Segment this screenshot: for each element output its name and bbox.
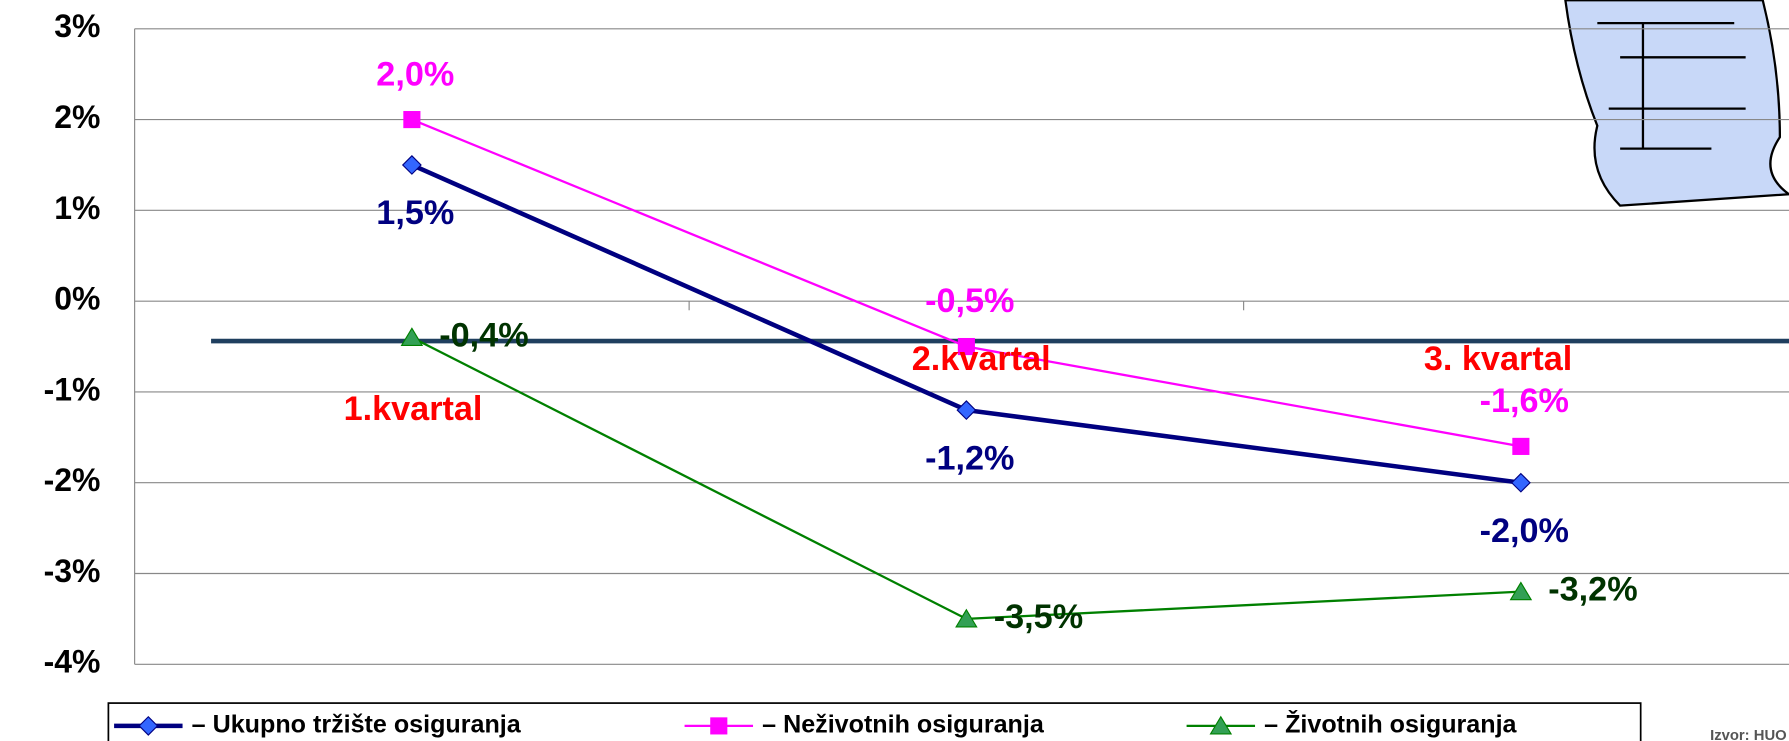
legend-marker: [711, 718, 727, 734]
value-label: -2,0%: [1480, 512, 1569, 550]
series-line: [412, 165, 1521, 483]
category-label: 3. kvartal: [1424, 340, 1572, 378]
y-tick-label: -4%: [44, 644, 101, 680]
source: Izvor: HUO: [1710, 728, 1787, 741]
page: {"chart_data": {"type": "line", "categor…: [0, 0, 1789, 741]
category-label: 2.kvartal: [912, 340, 1051, 378]
value-label: -1,6%: [1480, 382, 1569, 420]
point: [403, 156, 421, 174]
value-label: -0,4%: [439, 317, 528, 355]
value-label: 1,5%: [376, 194, 454, 232]
point: [1512, 474, 1530, 492]
value-label: -1,2%: [925, 439, 1014, 477]
legend-label: – Životnih osiguranja: [1264, 709, 1517, 739]
legend-label: – Neživotnih osiguranja: [762, 711, 1045, 739]
y-tick-label: -1%: [44, 371, 101, 407]
point: [957, 401, 975, 419]
point: [404, 112, 420, 128]
y-tick-label: -3%: [44, 553, 101, 589]
y-tick-label: 3%: [54, 8, 100, 44]
value-label: -3,2%: [1548, 571, 1637, 609]
value-label: -3,5%: [994, 598, 1083, 636]
point: [402, 328, 423, 345]
category-label: 1.kvartal: [344, 390, 483, 428]
clipart: [1565, 0, 1789, 205]
legend-label: – Ukupno tržište osiguranja: [192, 711, 522, 739]
y-tick-label: -2%: [44, 462, 101, 498]
chart: -4% -3% -2% -1% 0% 1% 2% 3% 1,5% -1,2% -2,0% 2,0% -0…: [0, 0, 1789, 741]
value-label: -0,5%: [925, 282, 1014, 320]
point: [1513, 438, 1529, 454]
series-line: [412, 337, 1521, 618]
y-tick-label: 2%: [54, 99, 100, 135]
y-tick-label: 0%: [54, 281, 100, 317]
y-tick-label: 1%: [54, 190, 100, 226]
value-label: 2,0%: [376, 55, 454, 93]
